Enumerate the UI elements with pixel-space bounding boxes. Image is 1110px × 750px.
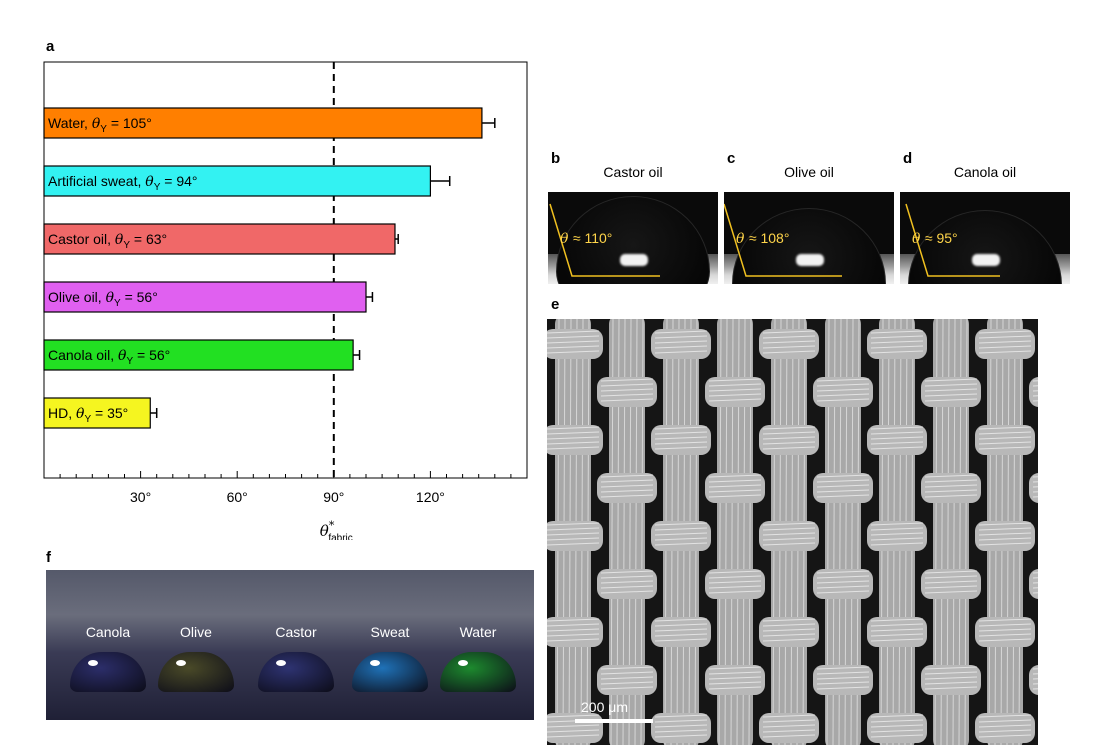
panel-label-c: c (727, 150, 736, 167)
sem-fabric-image: 200 μm (547, 319, 1038, 745)
panel-label-a: a (46, 38, 55, 55)
contact-angle-value: θ ≈ 110° (560, 230, 613, 247)
panel-label-b: b (551, 150, 561, 167)
x-tick-label: 120° (416, 489, 445, 505)
contact-angle-title: Olive oil (784, 164, 834, 180)
bar (43, 397, 151, 429)
droplet-label: Canola (85, 624, 131, 640)
x-tick-label: 90° (323, 489, 344, 505)
tangent-lines (724, 203, 842, 277)
contact-angle-image: θ ≈ 95° (900, 192, 1070, 284)
liquid-droplet (440, 652, 516, 692)
bar-label: Water, θY = 105° (48, 115, 152, 135)
droplet-label: Olive (180, 624, 212, 640)
bar (43, 107, 483, 139)
contact-angle-image: θ ≈ 110° (548, 192, 718, 284)
contact-angle-value: θ ≈ 95° (912, 230, 958, 247)
bar-label: HD, θY = 35° (48, 405, 128, 425)
scale-bar-label: 200 μm (581, 699, 628, 715)
tangent-lines (905, 203, 1000, 277)
contact-angle-image: θ ≈ 108° (724, 192, 894, 284)
woven-fabric-texture (547, 319, 1038, 745)
liquid-droplet (158, 652, 234, 692)
contact-angle-value: θ ≈ 108° (736, 230, 790, 247)
liquid-droplet (352, 652, 428, 692)
x-tick-label: 60° (227, 489, 248, 505)
scale-bar (575, 719, 653, 723)
contact-angle-bar-chart: 30° 60° 90° 120° Water, θY = 105° Artificial … (43, 61, 528, 540)
droplet-label: Castor (275, 624, 317, 640)
liquid-droplet (258, 652, 334, 692)
panel-label-e: e (551, 296, 560, 313)
contact-angle-title: Castor oil (603, 164, 663, 180)
droplet-label: Sweat (370, 624, 410, 640)
droplet-label: Water (459, 624, 497, 640)
droplet-glint (620, 254, 648, 266)
droplet-glint (972, 254, 1000, 266)
x-axis-label: θ* fabric (320, 519, 353, 540)
contact-angle-title: Canola oil (953, 164, 1017, 180)
droplets-photo: Canola Olive Castor Sweat Water (46, 570, 534, 720)
bar (43, 281, 367, 313)
panel-label-f: f (46, 549, 51, 566)
liquid-droplet (70, 652, 146, 692)
bar-label: Artificial sweat, θY = 94° (48, 173, 198, 193)
bar-label: Castor oil, θY = 63° (48, 231, 167, 251)
bar-label: Olive oil, θY = 56° (48, 289, 158, 309)
droplet-glint (796, 254, 824, 266)
tangent-lines (549, 203, 660, 277)
panel-label-d: d (903, 150, 913, 167)
x-tick-label: 30° (130, 489, 151, 505)
bar-label: Canola oil, θY = 56° (48, 347, 170, 367)
